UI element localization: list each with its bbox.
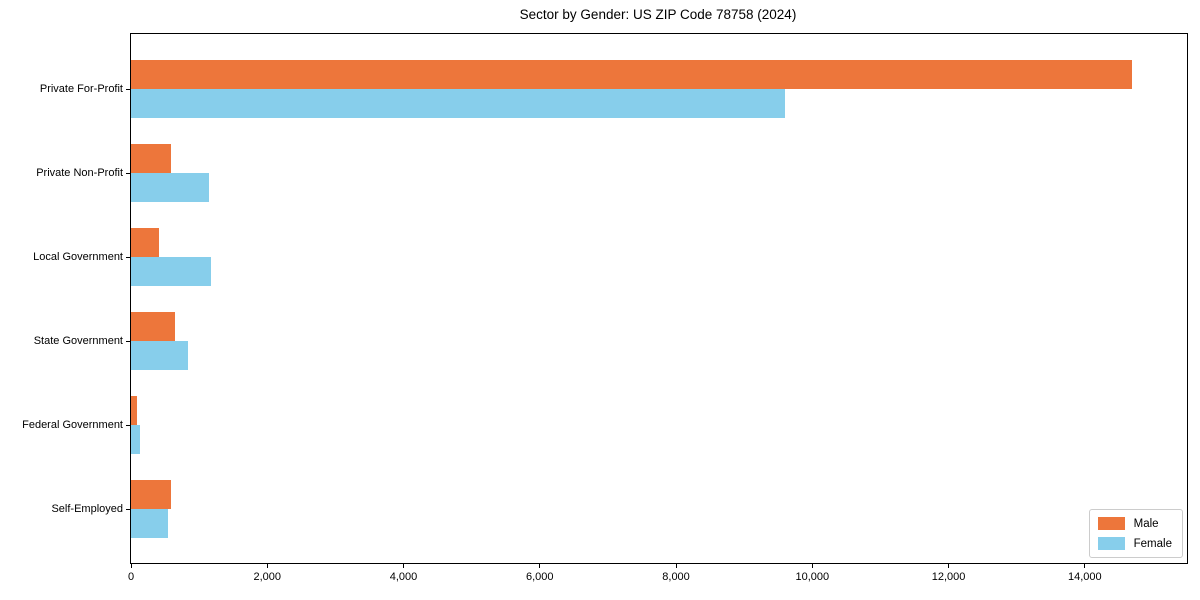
y-tick-private-for-profit [126,88,131,90]
y-label-self-employed: Self-Employed [51,503,123,515]
plot-area: Male Female Private For-Profit Private No… [22,33,1188,583]
x-tick-4000 [403,563,405,568]
x-tick-0 [130,563,132,568]
bar-male-federal-government [131,396,138,425]
bar-female-local-government [131,257,211,286]
legend-item-female: Female [1097,537,1172,550]
y-tick-private-non-profit [126,172,131,174]
bar-male-local-government [131,228,159,257]
x-tick-10000 [811,563,813,568]
y-label-federal-government: Federal Government [22,419,123,431]
y-label-private-non-profit: Private Non-Profit [36,167,123,179]
y-tick-self-employed [126,508,131,510]
x-tick-14000 [1084,563,1086,568]
bar-male-private-non-profit [131,144,172,173]
legend-item-male: Male [1097,517,1172,530]
x-label-4000: 4,000 [389,571,418,583]
bar-male-private-for-profit [131,60,1133,89]
y-label-private-for-profit: Private For-Profit [39,83,123,95]
legend-swatch-male-icon [1097,517,1125,530]
bar-female-state-government [131,341,188,370]
y-tick-federal-government [126,424,131,426]
y-tick-state-government [126,340,131,342]
bar-female-private-for-profit [131,89,786,118]
bar-female-private-non-profit [131,173,209,202]
bar-female-self-employed [131,509,169,538]
x-label-6000: 6,000 [526,571,554,583]
x-label-14000: 14,000 [1067,571,1102,583]
x-label-0: 0 [127,571,135,583]
x-label-12000: 12,000 [931,571,966,583]
x-label-2000: 2,000 [253,571,282,583]
x-tick-6000 [539,563,541,568]
y-label-local-government: Local Government [33,251,123,263]
bar-male-self-employed [131,480,172,509]
x-tick-2000 [266,563,268,568]
legend-label-female: Female [1133,537,1172,550]
chart-title: Sector by Gender: US ZIP Code 78758 (202… [519,7,797,22]
x-label-10000: 10,000 [795,571,830,583]
bar-female-federal-government [131,425,140,454]
legend-swatch-female-icon [1097,537,1125,550]
y-label-state-government: State Government [33,335,123,347]
x-label-8000: 8,000 [662,571,690,583]
legend-label-male: Male [1133,517,1159,530]
y-tick-local-government [126,256,131,258]
x-tick-8000 [675,563,677,568]
legend: Male Female [1088,509,1183,558]
bar-male-state-government [131,312,175,341]
x-tick-12000 [948,563,950,568]
